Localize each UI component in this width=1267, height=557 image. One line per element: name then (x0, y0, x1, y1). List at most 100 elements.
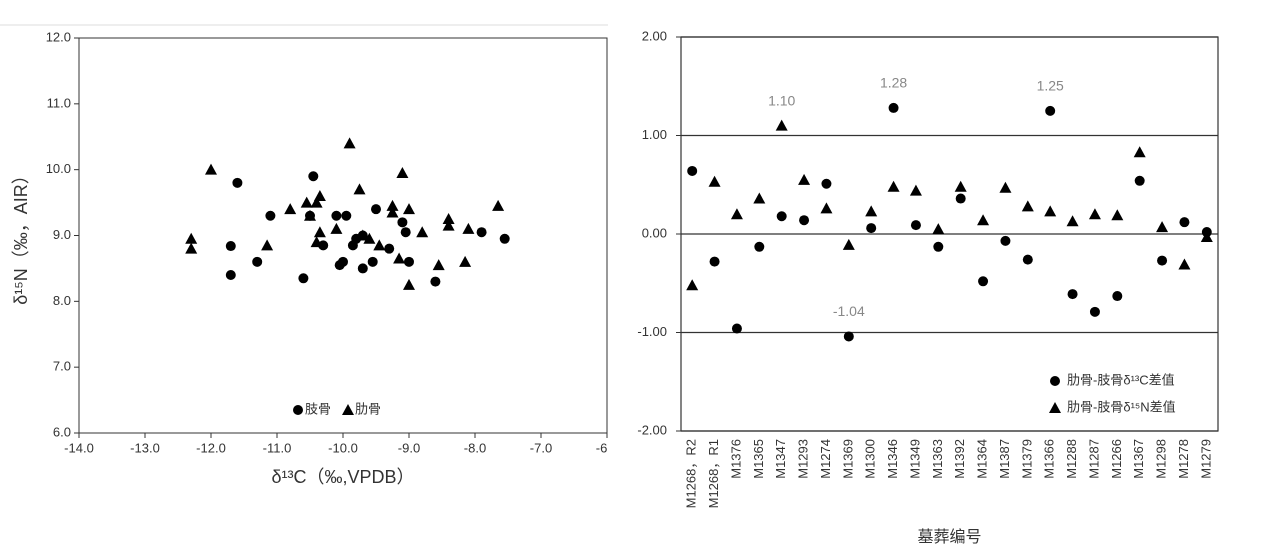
point (955, 193, 966, 204)
y-tick-label: 8.0 (53, 293, 71, 308)
legend-label: 肢骨 (305, 401, 331, 416)
point (731, 323, 742, 334)
legend-marker (342, 404, 354, 415)
point (363, 232, 376, 244)
point (338, 256, 348, 267)
x-tick-label: -6.0 (596, 440, 618, 455)
y-tick-label: 7.0 (53, 359, 71, 374)
x-tick-label: -7.0 (530, 440, 552, 455)
point (730, 208, 743, 220)
point (343, 137, 356, 149)
x-tick-label: M1288 (1064, 439, 1079, 479)
x-tick-label: M1287 (1086, 439, 1101, 479)
point (403, 203, 415, 215)
point (318, 240, 329, 251)
right-panel: 2.00 1.00 0.00 -1.00 -2.00 M1268，R2 M1268，R1 M1… (637, 28, 1219, 546)
point (313, 190, 326, 201)
point (386, 199, 399, 211)
y-tick-label: 1.00 (642, 127, 667, 142)
x-tick-label: M1346 (885, 439, 900, 479)
x-tick-label: -9.0 (398, 440, 420, 455)
point (888, 102, 899, 113)
point (1044, 205, 1057, 217)
x-tick-label: M1387 (997, 439, 1012, 479)
x-tick-label: M1266 (1109, 439, 1124, 479)
point (225, 270, 236, 280)
x-tick-label: M1379 (1019, 439, 1034, 479)
x-tick-label: M1279 (1198, 439, 1213, 479)
point (442, 213, 455, 225)
point (1157, 255, 1168, 266)
point (932, 223, 945, 235)
point (954, 180, 967, 192)
x-tick-label: M1363 (930, 439, 945, 479)
x-tick-label: M1268，R1 (706, 439, 721, 508)
point (442, 219, 455, 231)
point (753, 192, 766, 204)
x-tick-label: -14.0 (64, 440, 94, 455)
point (341, 210, 352, 221)
x-tick-label: -10.0 (328, 440, 358, 455)
legend-marker (1050, 376, 1060, 386)
point (842, 238, 855, 250)
point (308, 171, 319, 182)
point (357, 263, 368, 274)
x-axis-title: 墓葬编号 (917, 528, 981, 546)
point (353, 183, 366, 195)
y-tick-label: 9.0 (53, 227, 71, 242)
y-tick-label: -1.00 (637, 324, 667, 339)
point (331, 210, 342, 221)
point (999, 181, 1012, 193)
point (499, 233, 510, 244)
point (1022, 254, 1033, 265)
point (686, 279, 699, 291)
point (798, 173, 811, 185)
point (1067, 289, 1078, 300)
point (205, 163, 217, 175)
point (776, 211, 787, 222)
point (1112, 291, 1123, 302)
legend-label: 肋骨-肢骨δ¹⁵N差值 (1067, 399, 1176, 414)
point (232, 177, 243, 188)
point (396, 166, 409, 178)
point (866, 223, 877, 234)
x-tick-label: M1268，R2 (684, 439, 699, 508)
x-tick-label: M1369 (840, 439, 855, 479)
point (1000, 235, 1011, 246)
x-tick-label: M1347 (773, 439, 788, 479)
legend-marker (1049, 402, 1061, 413)
x-tick-label: M1278 (1176, 439, 1191, 479)
x-axis-title: δ¹³C（‰,VPDB） (271, 467, 414, 487)
x-tick-label: M1349 (907, 439, 922, 479)
x-tick-label: -11.0 (263, 440, 292, 455)
point (367, 256, 378, 267)
point (330, 222, 343, 234)
x-tick-label: M1300 (863, 439, 878, 479)
point (708, 175, 721, 187)
point (933, 241, 944, 252)
point (909, 184, 922, 196)
y-tick-label: 12.0 (46, 29, 71, 44)
point (1179, 217, 1190, 228)
point (1133, 146, 1146, 158)
point (459, 255, 472, 267)
point (393, 252, 406, 264)
point (430, 276, 441, 287)
point (492, 199, 505, 211)
point (416, 226, 429, 238)
x-tick-label: M1298 (1154, 439, 1169, 479)
point (1088, 208, 1101, 220)
x-tick-label: -12.0 (196, 440, 226, 455)
x-tick-label: -13.0 (130, 440, 160, 455)
point (185, 232, 198, 244)
point (300, 196, 313, 208)
point (261, 239, 274, 251)
legend-marker (293, 405, 303, 415)
point (310, 236, 323, 248)
point (1178, 258, 1191, 270)
x-tick-label: M1366 (1042, 439, 1057, 479)
y-axis-title: δ¹⁵N（‰，AIR） (11, 166, 31, 304)
y-tick-label: 0.00 (642, 225, 667, 240)
